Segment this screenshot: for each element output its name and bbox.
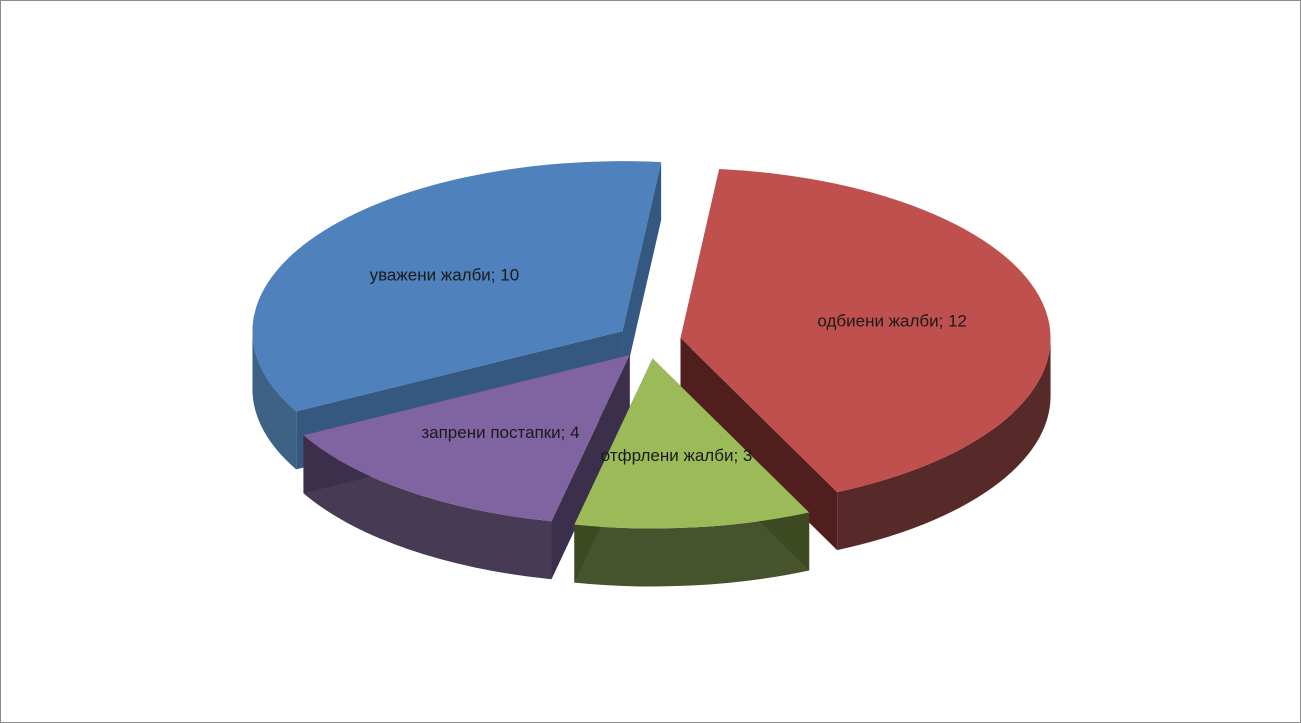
pie-tops: [252, 161, 1051, 529]
pie-slice-side-уважени-жалби: [252, 331, 297, 470]
pie-slice-запрени-постапки: [303, 355, 630, 522]
pie-slice-side-отфрлени-жалби: [574, 512, 810, 587]
pie-labels: одбиени жалби; 12 отфрлени жалби; 3 запрен…: [370, 266, 967, 465]
pie-slice-wall-уважени-жалби-1: [622, 162, 662, 390]
pie-slice-уважени-жалби: [252, 161, 662, 412]
pie-label-одбиени-жалби: одбиени жалби; 12: [817, 311, 967, 330]
pie-label-отфрлени-жалби: отфрлени жалби; 3: [601, 446, 753, 465]
pie-slice-wall-одбиени-жалби-1: [680, 338, 838, 551]
pie-slice-side-одбиени-жалби: [837, 338, 1051, 551]
pie-slice-одбиени-жалби: [680, 169, 1051, 493]
pie-slice-отфрлени-жалби: [574, 358, 810, 529]
pie-slice-side-запрени-постапки: [303, 435, 552, 580]
pie-label-запрени-постапки: запрени постапки; 4: [421, 423, 579, 442]
pie-label-уважени-жалби: уважени жалби; 10: [370, 266, 520, 285]
